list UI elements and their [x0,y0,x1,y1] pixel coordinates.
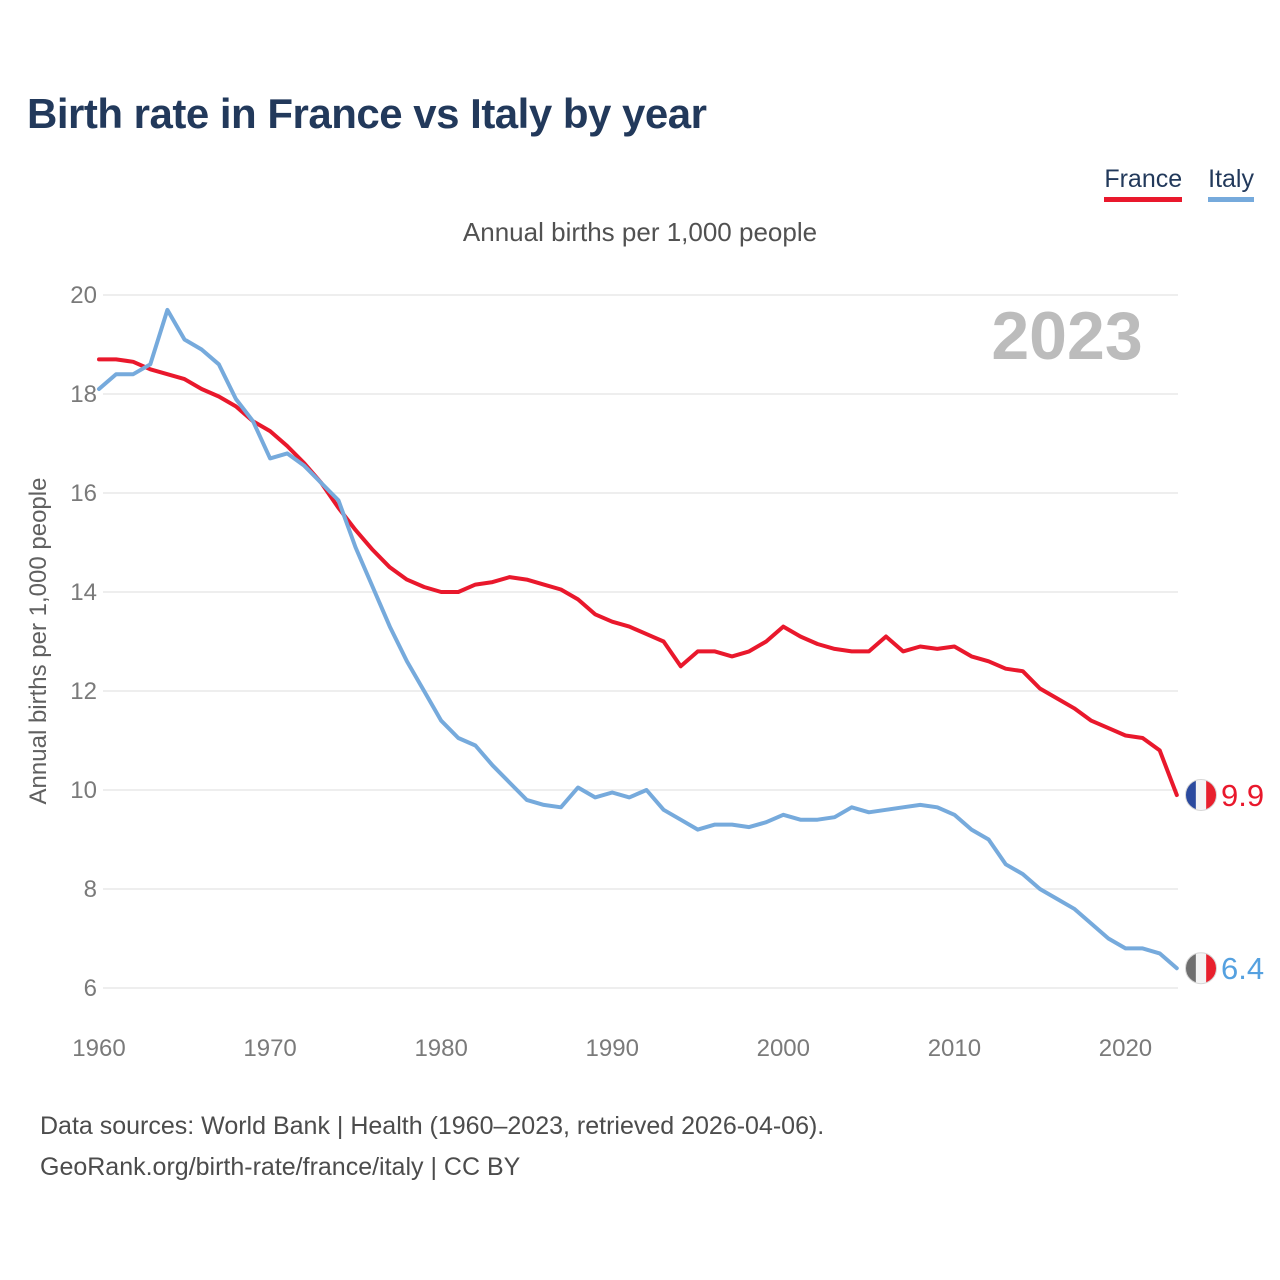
italy-end-value: 6.4 [1221,951,1264,986]
x-tick-label: 2000 [757,1035,810,1062]
legend-item-italy[interactable]: Italy [1208,164,1254,202]
y-tick-label: 8 [84,876,97,903]
chart-title: Birth rate in France vs Italy by year [27,90,707,137]
france-line[interactable] [97,357,1179,797]
italy-line[interactable] [97,307,1179,971]
x-tick-label: 2010 [928,1035,981,1062]
y-tick-label: 14 [70,579,97,606]
x-tick-label: 1960 [72,1035,125,1062]
footer-attribution: GeoRank.org/birth-rate/france/italy | CC… [40,1153,521,1181]
y-tick-label: 18 [70,381,97,408]
y-tick-label: 12 [70,678,97,705]
y-tick-label: 16 [70,480,97,507]
flag-ring [1185,952,1217,985]
france-flag[interactable] [1185,779,1218,811]
legend: France Italy [1104,164,1254,202]
footer-sources: Data sources: World Bank | Health (1960–… [40,1112,825,1140]
flag-ring [1185,778,1217,811]
y-tick-label: 20 [70,282,97,309]
italy-flag[interactable] [1185,952,1218,984]
y-axis-title: Annual births per 1,000 people [25,478,52,805]
x-tick-label: 1980 [414,1035,467,1062]
year-watermark: 2023 [991,298,1142,374]
footer: Data sources: World Bank | Health (1960–… [40,1106,824,1188]
y-tick-label: 10 [70,777,97,804]
france-end-value: 9.9 [1221,778,1264,813]
x-tick-label: 1990 [586,1035,639,1062]
legend-item-france[interactable]: France [1104,164,1183,202]
x-tick-label: 2020 [1099,1035,1152,1062]
y-tick-label: 6 [84,975,97,1002]
chart-subtitle: Annual births per 1,000 people [462,217,818,247]
x-tick-label: 1970 [243,1035,296,1062]
